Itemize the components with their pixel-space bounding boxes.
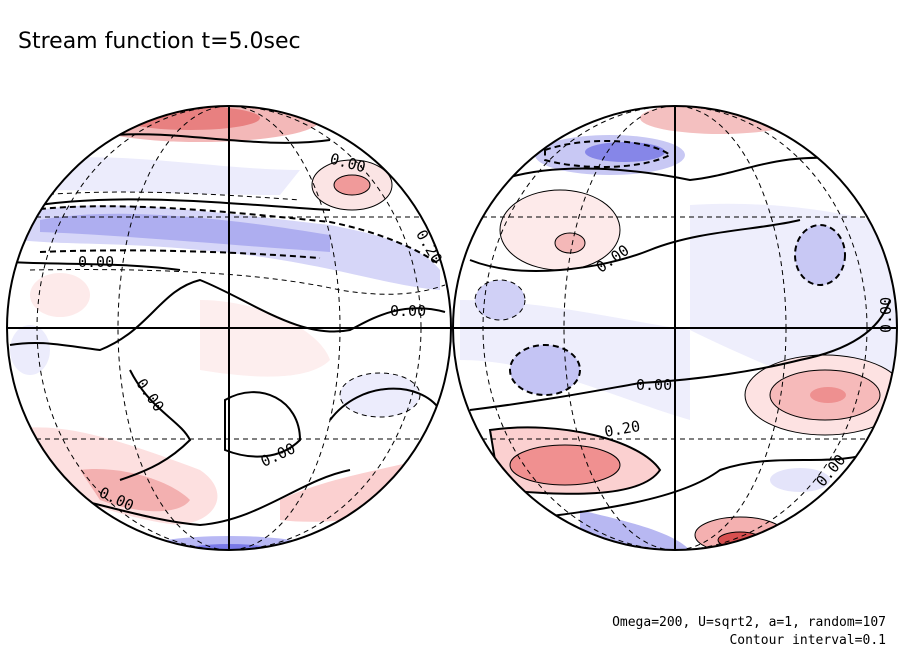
- contour-label: 0.20: [603, 417, 642, 441]
- contour-label: 0.00: [636, 376, 672, 394]
- footer-interval: Contour interval=0.1: [729, 633, 886, 648]
- contour-label: 0.00: [78, 253, 114, 271]
- contour-label: 0.00: [877, 297, 895, 333]
- right-hemisphere: [453, 106, 897, 550]
- title: Stream function t=5.0sec: [18, 29, 301, 54]
- contour-label: 0.00: [390, 302, 426, 320]
- footer-params: Omega=200, U=sqrt2, a=1, random=107: [612, 615, 886, 630]
- left-hemisphere: [7, 106, 451, 550]
